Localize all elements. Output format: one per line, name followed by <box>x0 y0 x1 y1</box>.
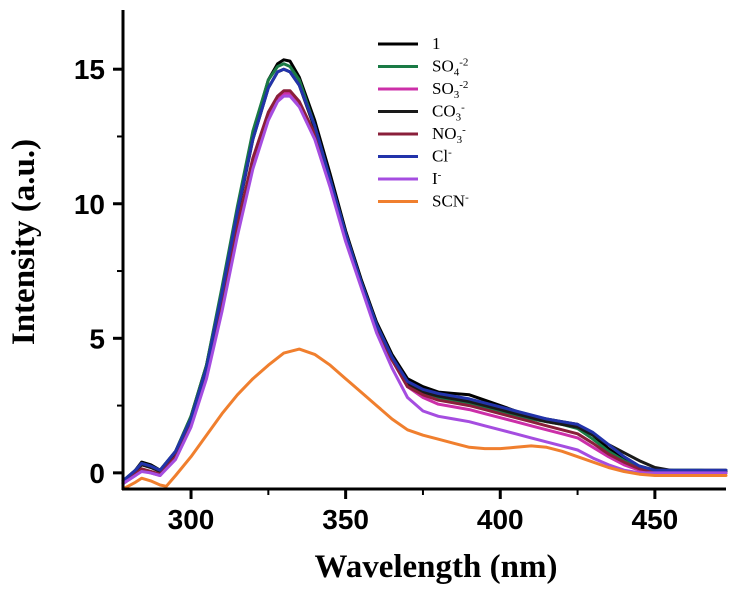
x-tick-label: 400 <box>477 504 524 535</box>
legend-label-2: SO3-2 <box>432 79 468 101</box>
x-tick-label: 350 <box>322 504 369 535</box>
series-line-1 <box>121 62 728 483</box>
series-line-5 <box>121 67 728 483</box>
x-tick-label: 300 <box>168 504 215 535</box>
x-axis-title: Wavelength (nm) <box>315 549 558 585</box>
legend-label-5: Cl- <box>432 147 452 166</box>
series-line-0 <box>121 58 728 483</box>
legend-label-1: SO4-2 <box>432 57 468 79</box>
y-tick-label: 15 <box>74 54 105 85</box>
legend-label-0: 1 <box>432 34 441 53</box>
legend-label-6: I- <box>432 169 442 188</box>
series-line-3 <box>121 67 728 484</box>
y-axis-title: Intensity (a.u.) <box>6 139 42 345</box>
legend-label-7: SCN- <box>432 192 469 211</box>
plot-area <box>121 58 728 491</box>
y-tick-label: 10 <box>74 189 105 220</box>
y-tick-label: 0 <box>89 458 105 489</box>
legend-label-4: NO3- <box>432 124 466 146</box>
axes: 300 350 400 450 0 5 10 15 <box>74 10 726 535</box>
x-tick-label: 450 <box>632 504 679 535</box>
y-tick-label: 5 <box>89 323 105 354</box>
legend-label-3: CO3- <box>432 102 465 124</box>
series-line-7 <box>121 347 728 491</box>
